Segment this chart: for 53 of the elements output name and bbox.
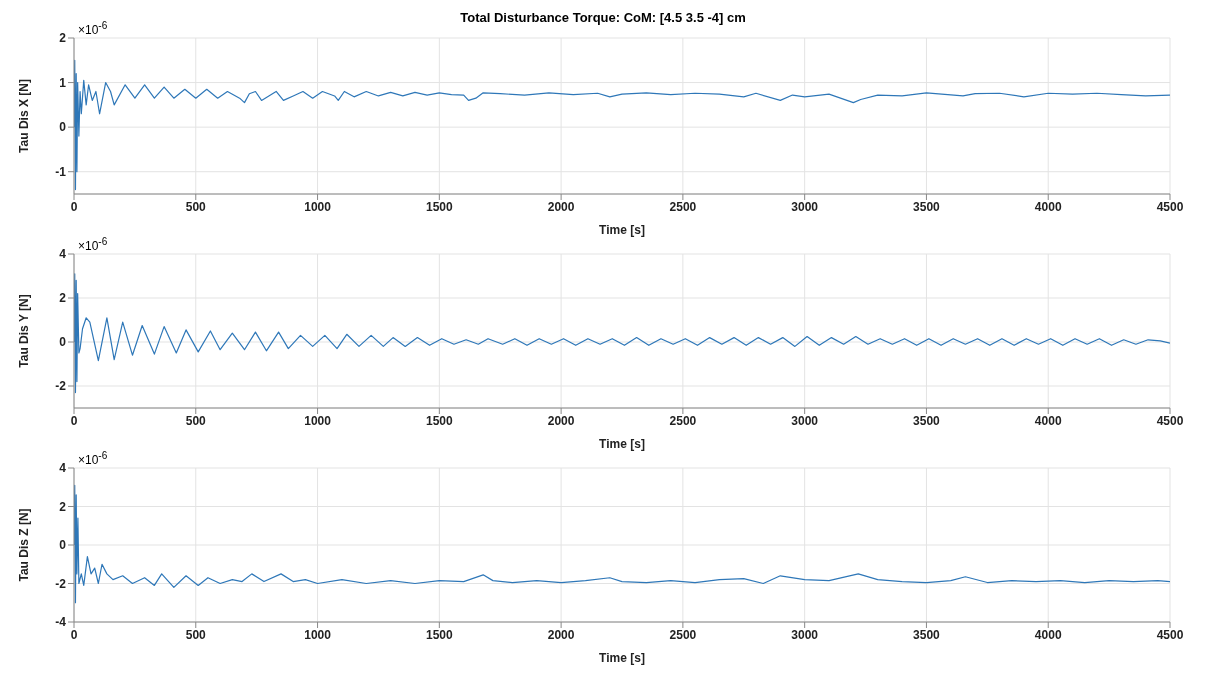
x-tick-label: 2000: [547, 627, 575, 642]
y-tick-label: -2: [55, 576, 67, 591]
y-tick-label: -1: [55, 164, 67, 179]
y-tick-label: -4: [55, 615, 67, 630]
x-tick-label: 2000: [547, 199, 575, 214]
y-tick-label: 2: [59, 291, 67, 306]
y-axis-title: Tau Dis Y [N]: [17, 294, 32, 368]
x-tick-label: 3500: [913, 627, 941, 642]
x-tick-label: 500: [185, 627, 207, 642]
x-tick-label: 1500: [425, 413, 453, 428]
y-tick-label: 0: [59, 538, 67, 553]
y-tick-label: -2: [55, 379, 67, 394]
x-tick-label: 0: [70, 199, 78, 214]
y-axis-title: Tau Dis X [N]: [17, 79, 32, 153]
x-tick-label: 3500: [913, 199, 941, 214]
x-axis-title: Time [s]: [599, 437, 645, 451]
x-tick-label: 4500: [1156, 413, 1184, 428]
x-tick-label: 4500: [1156, 199, 1184, 214]
x-tick-label: 3000: [791, 199, 819, 214]
x-tick-label: 2000: [547, 413, 575, 428]
y-tick-label: 2: [59, 499, 67, 514]
x-tick-label: 2500: [669, 199, 697, 214]
x-tick-label: 0: [70, 627, 78, 642]
y-tick-label: 0: [59, 335, 67, 350]
y-axis-title: Tau Dis Z [N]: [17, 508, 32, 582]
x-tick-label: 1500: [425, 627, 453, 642]
chart-title: Total Disturbance Torque: CoM: [4.5 3.5 -4] cm: [460, 10, 746, 25]
text: ×10$^{-6}$: [78, 236, 108, 253]
x-axis-title: Time [s]: [599, 223, 645, 237]
x-tick-label: 1000: [304, 413, 332, 428]
y-tick-label: 4: [59, 247, 67, 262]
x-tick-label: 3500: [913, 413, 941, 428]
text: ×10$^{-6}$: [78, 20, 108, 37]
x-tick-label: 1500: [425, 199, 453, 214]
x-tick-label: 4000: [1034, 627, 1062, 642]
x-tick-label: 1000: [304, 627, 332, 642]
y-tick-label: 2: [59, 31, 67, 46]
x-tick-label: 4000: [1034, 413, 1062, 428]
x-tick-label: 2500: [669, 627, 697, 642]
x-tick-label: 2500: [669, 413, 697, 428]
y-tick-label: 1: [59, 75, 67, 90]
y-tick-label: 4: [59, 461, 67, 476]
x-tick-label: 0: [70, 413, 78, 428]
x-tick-label: 3000: [791, 627, 819, 642]
x-tick-label: 4000: [1034, 199, 1062, 214]
text: ×10$^{-6}$: [78, 450, 108, 467]
x-axis-title: Time [s]: [599, 651, 645, 665]
x-tick-label: 500: [185, 199, 207, 214]
x-tick-label: 4500: [1156, 627, 1184, 642]
x-tick-label: 3000: [791, 413, 819, 428]
y-tick-label: 0: [59, 120, 67, 135]
x-tick-label: 1000: [304, 199, 332, 214]
x-tick-label: 500: [185, 413, 207, 428]
